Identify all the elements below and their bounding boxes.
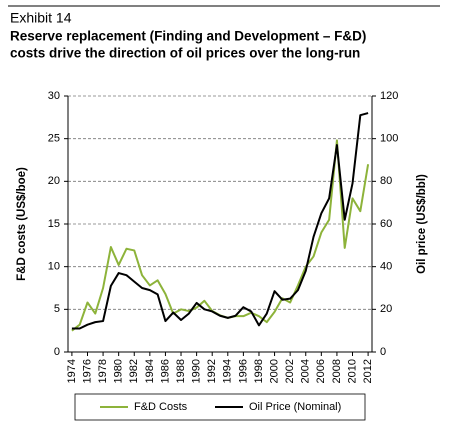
series-line — [71, 139, 370, 332]
y2-tick-label: 40 — [380, 261, 392, 273]
series-line — [71, 112, 369, 330]
x-tick-label: 1990 — [191, 359, 203, 383]
legend-box — [74, 393, 366, 421]
x-tick-label: 1996 — [237, 359, 249, 383]
x-tick-label: 2002 — [284, 359, 296, 383]
y2-tick-label: 0 — [380, 346, 386, 358]
x-tick-label: 2004 — [300, 359, 312, 383]
y2-axis-label: Oil price (US$/bbl) — [416, 174, 428, 274]
y-tick-label: 30 — [48, 90, 60, 102]
x-tick-label: 1984 — [144, 359, 156, 383]
y-tick-label: 10 — [48, 261, 60, 273]
x-tick-label: 2010 — [346, 359, 358, 383]
y2-tick-label: 60 — [380, 218, 392, 230]
x-tick-label: 2000 — [268, 359, 280, 383]
x-tick-label: 1978 — [97, 359, 109, 383]
x-tick-label: 1998 — [253, 359, 265, 383]
x-tick-label: 2012 — [362, 359, 374, 383]
exhibit-label: Exhibit 14 — [10, 10, 72, 26]
legend-label: Oil Price (Nominal) — [249, 401, 341, 413]
chart-title: Reserve replacement (Finding and Develop… — [10, 29, 366, 44]
y-tick-label: 5 — [54, 303, 60, 315]
x-tick-label: 1988 — [175, 359, 187, 383]
x-tick-label: 1986 — [159, 359, 171, 383]
y-axis-label: F&D costs (US$/boe) — [16, 167, 28, 281]
y2-tick-label: 80 — [380, 175, 392, 187]
x-tick-label: 1994 — [222, 359, 234, 383]
x-tick-label: 1974 — [66, 359, 78, 383]
x-tick-label: 1976 — [81, 359, 93, 383]
y2-tick-label: 120 — [380, 90, 398, 102]
x-tick-label: 2006 — [315, 359, 327, 383]
chart-title: costs drive the direction of oil prices … — [10, 46, 360, 61]
x-tick-label: 1980 — [113, 359, 125, 383]
y-tick-label: 15 — [48, 218, 60, 230]
y2-tick-label: 20 — [380, 303, 392, 315]
x-tick-label: 2008 — [331, 359, 343, 383]
legend-label: F&D Costs — [134, 401, 188, 413]
y-tick-label: 25 — [48, 133, 60, 145]
x-tick-label: 1982 — [128, 359, 140, 383]
y2-tick-label: 100 — [380, 133, 398, 145]
y-tick-label: 0 — [54, 346, 60, 358]
y-tick-label: 20 — [48, 175, 60, 187]
x-tick-label: 1992 — [206, 359, 218, 383]
